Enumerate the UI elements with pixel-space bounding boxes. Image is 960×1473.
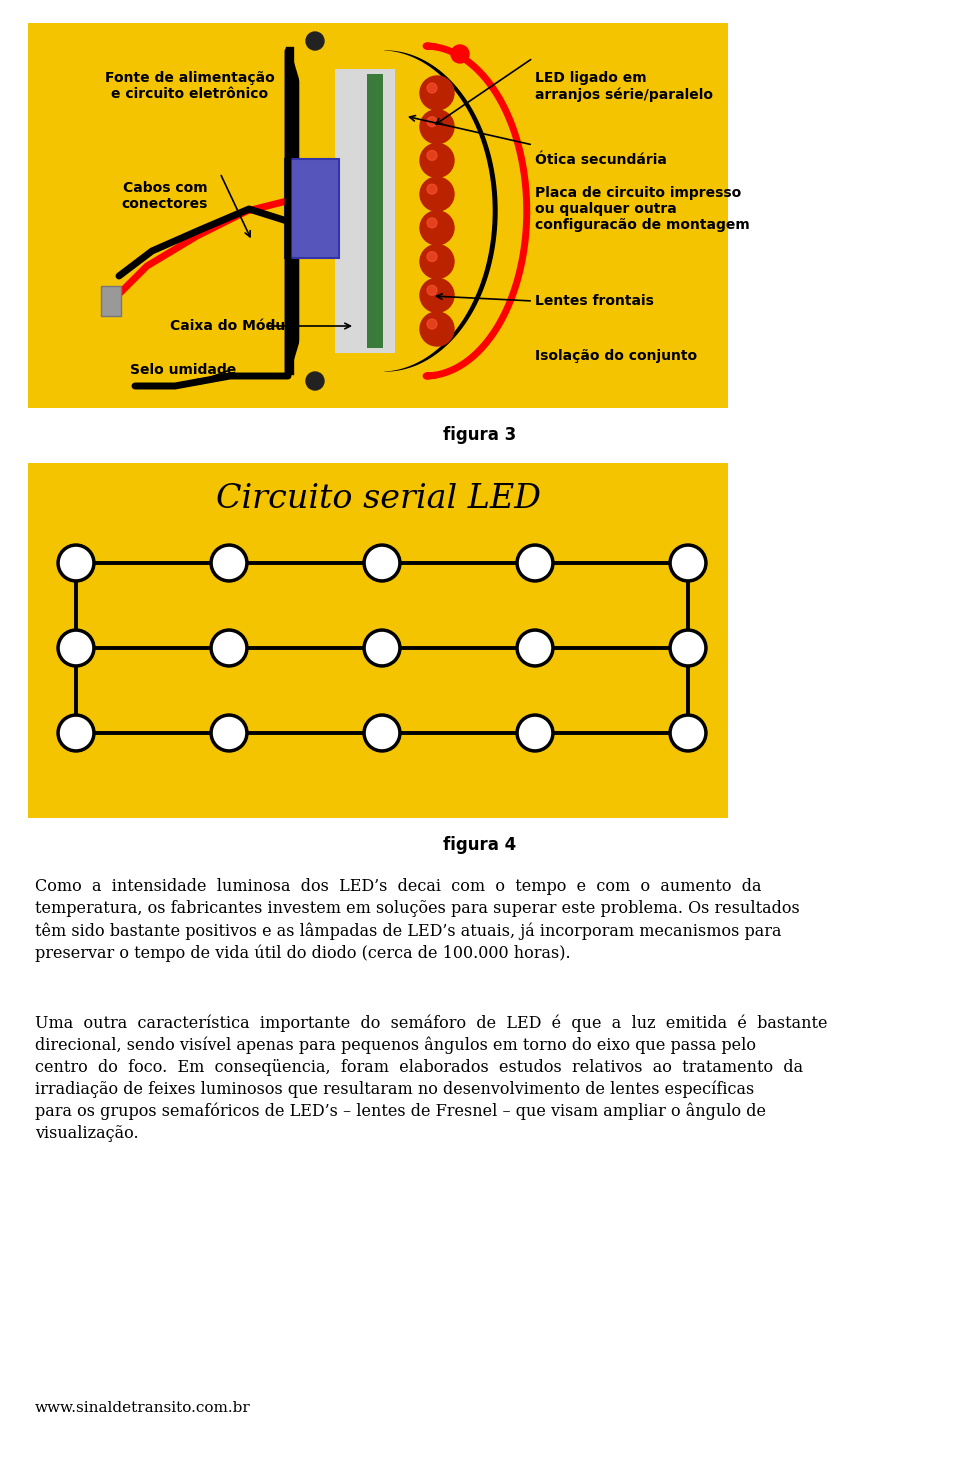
- Circle shape: [210, 629, 248, 667]
- Circle shape: [420, 143, 454, 177]
- Polygon shape: [290, 52, 497, 371]
- Circle shape: [673, 632, 704, 663]
- Circle shape: [427, 82, 437, 93]
- Text: Uma  outra  característica  importante  do  semáforo  de  LED  é  que  a  luz  e: Uma outra característica importante do s…: [35, 1015, 828, 1033]
- Circle shape: [673, 717, 704, 748]
- Circle shape: [420, 177, 454, 211]
- Text: Selo umidade: Selo umidade: [130, 362, 236, 377]
- Circle shape: [427, 116, 437, 127]
- Circle shape: [451, 46, 469, 63]
- Text: temperatura, os fabricantes investem em soluções para superar este problema. Os : temperatura, os fabricantes investem em …: [35, 900, 800, 918]
- Circle shape: [60, 717, 91, 748]
- Text: Como  a  intensidade  luminosa  dos  LED’s  decai  com  o  tempo  e  com  o  aum: Como a intensidade luminosa dos LED’s de…: [35, 878, 761, 896]
- Text: têm sido bastante positivos e as lâmpadas de LED’s atuais, já incorporam mecanis: têm sido bastante positivos e as lâmpada…: [35, 922, 781, 940]
- Circle shape: [516, 714, 554, 753]
- Text: direcional, sendo visível apenas para pequenos ângulos em torno do eixo que pass: direcional, sendo visível apenas para pe…: [35, 1037, 756, 1055]
- Circle shape: [57, 544, 95, 582]
- Circle shape: [210, 544, 248, 582]
- Circle shape: [213, 717, 245, 748]
- Circle shape: [420, 109, 454, 144]
- Bar: [28, 463, 728, 818]
- Text: Circuito serial LED: Circuito serial LED: [215, 483, 540, 516]
- Circle shape: [367, 632, 397, 663]
- Circle shape: [516, 544, 554, 582]
- Bar: [28, 24, 728, 408]
- Circle shape: [427, 184, 437, 194]
- Circle shape: [210, 714, 248, 753]
- Bar: [335, 69, 395, 354]
- Circle shape: [420, 278, 454, 312]
- Circle shape: [60, 632, 91, 663]
- Text: Isolação do conjunto: Isolação do conjunto: [535, 349, 697, 362]
- Circle shape: [516, 629, 554, 667]
- Circle shape: [673, 548, 704, 579]
- Text: Caixa do Módulo: Caixa do Módulo: [170, 320, 300, 333]
- Text: Lentes frontais: Lentes frontais: [535, 295, 654, 308]
- FancyBboxPatch shape: [285, 159, 339, 258]
- Circle shape: [420, 245, 454, 278]
- Circle shape: [420, 312, 454, 346]
- Circle shape: [420, 211, 454, 245]
- Circle shape: [519, 632, 550, 663]
- Circle shape: [519, 717, 550, 748]
- Circle shape: [213, 548, 245, 579]
- Text: Placa de circuito impresso
ou qualquer outra
configuracão de montagem: Placa de circuito impresso ou qualquer o…: [535, 186, 750, 233]
- Text: irradiação de feixes luminosos que resultaram no desenvolvimento de lentes espec: irradiação de feixes luminosos que resul…: [35, 1081, 755, 1099]
- Circle shape: [367, 548, 397, 579]
- Circle shape: [427, 252, 437, 262]
- Circle shape: [60, 548, 91, 579]
- Bar: [367, 74, 383, 348]
- Circle shape: [363, 544, 401, 582]
- Circle shape: [427, 320, 437, 328]
- Text: Ótica secundária: Ótica secundária: [535, 153, 667, 166]
- Circle shape: [669, 629, 707, 667]
- Circle shape: [57, 714, 95, 753]
- Circle shape: [367, 717, 397, 748]
- Circle shape: [306, 32, 324, 50]
- Circle shape: [669, 714, 707, 753]
- Text: figura 3: figura 3: [444, 426, 516, 443]
- Circle shape: [213, 632, 245, 663]
- Circle shape: [420, 77, 454, 110]
- Circle shape: [427, 150, 437, 161]
- Text: preservar o tempo de vida útil do diodo (cerca de 100.000 horas).: preservar o tempo de vida útil do diodo …: [35, 944, 570, 962]
- Circle shape: [363, 714, 401, 753]
- Text: Cabos com
conectores: Cabos com conectores: [122, 181, 208, 211]
- Circle shape: [57, 629, 95, 667]
- Circle shape: [669, 544, 707, 582]
- Circle shape: [363, 629, 401, 667]
- Text: Fonte de alimentação
e circuito eletrônico: Fonte de alimentação e circuito eletrôni…: [106, 71, 275, 102]
- Circle shape: [427, 218, 437, 228]
- Polygon shape: [300, 52, 492, 371]
- Bar: [101, 286, 121, 317]
- Circle shape: [427, 286, 437, 295]
- Circle shape: [519, 548, 550, 579]
- Text: visualização.: visualização.: [35, 1125, 138, 1142]
- Text: centro  do  foco.  Em  conseqüencia,  foram  elaborados  estudos  relativos  ao : centro do foco. Em conseqüencia, foram e…: [35, 1059, 804, 1075]
- Circle shape: [306, 373, 324, 390]
- Text: www.sinaldetransito.com.br: www.sinaldetransito.com.br: [35, 1401, 251, 1416]
- Text: LED ligado em
arranjos série/paralelo: LED ligado em arranjos série/paralelo: [535, 71, 713, 102]
- Text: figura 4: figura 4: [444, 837, 516, 854]
- Text: para os grupos semafóricos de LED’s – lentes de Fresnel – que visam ampliar o ân: para os grupos semafóricos de LED’s – le…: [35, 1103, 766, 1121]
